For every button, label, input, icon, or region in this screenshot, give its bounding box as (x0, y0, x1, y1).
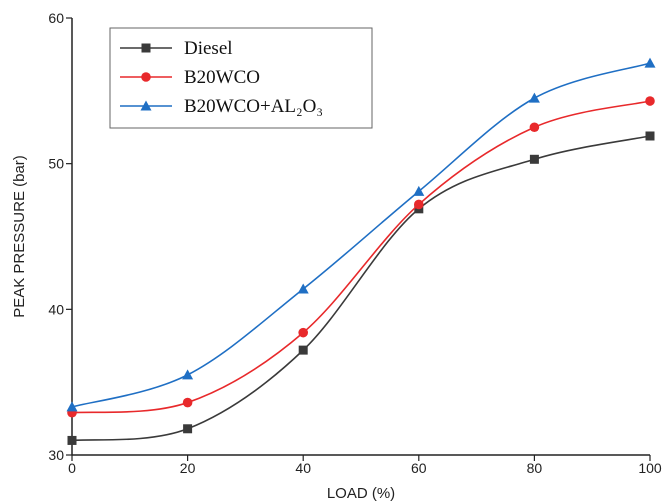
data-point (298, 345, 308, 355)
data-point (413, 185, 425, 196)
data-point (67, 435, 77, 445)
x-tick-label: 40 (295, 460, 311, 476)
plot-area (71, 18, 650, 456)
series-triangle (66, 57, 656, 412)
legend-entry: Diesel (120, 38, 233, 59)
x-tick-label: 100 (638, 460, 662, 476)
series-layer (66, 57, 656, 445)
x-tick-label: 80 (527, 460, 543, 476)
y-tick-label: 30 (48, 447, 64, 463)
data-point (644, 57, 656, 68)
y-tick-label: 60 (48, 10, 64, 26)
data-point (645, 131, 655, 141)
data-point (182, 369, 194, 380)
legend-marker (141, 43, 151, 53)
data-point (183, 424, 193, 434)
x-tick-label: 60 (411, 460, 427, 476)
data-point (529, 122, 540, 133)
legend-box (109, 27, 373, 129)
series-square (67, 131, 655, 445)
data-point (298, 327, 309, 338)
legend-label: Diesel (184, 38, 233, 59)
x-tick-label: 0 (68, 460, 76, 476)
x-tick-label: 20 (180, 460, 196, 476)
legend-entry: B20WCO (120, 67, 260, 88)
y-tick-label: 50 (48, 156, 64, 172)
legend-label: B20WCO+AL₂O₃ (184, 96, 323, 117)
data-point (529, 154, 539, 164)
data-point (528, 92, 540, 103)
data-point (66, 401, 78, 412)
axes: 0 20 40 60 80 100 30 40 50 60 (48, 10, 661, 476)
data-point (297, 283, 309, 294)
y-tick-label: 40 (48, 301, 64, 317)
series-line (71, 62, 651, 408)
data-point (182, 397, 193, 408)
x-axis-title: LOAD (%) (327, 485, 395, 502)
y-axis-title: PEAK PRESSURE (bar) (11, 155, 28, 318)
legend-label: B20WCO (184, 67, 260, 88)
legend-entry: B20WCO+AL₂O₃ (120, 96, 323, 117)
series-line (71, 135, 651, 442)
legend-marker (141, 72, 151, 82)
series-circle (67, 96, 655, 418)
legend-marker (140, 100, 152, 111)
data-point (645, 96, 655, 106)
legend: Diesel B20WCO B20WCO+AL₂O₃ (109, 27, 373, 129)
series-line (71, 100, 651, 414)
data-point (414, 199, 424, 210)
